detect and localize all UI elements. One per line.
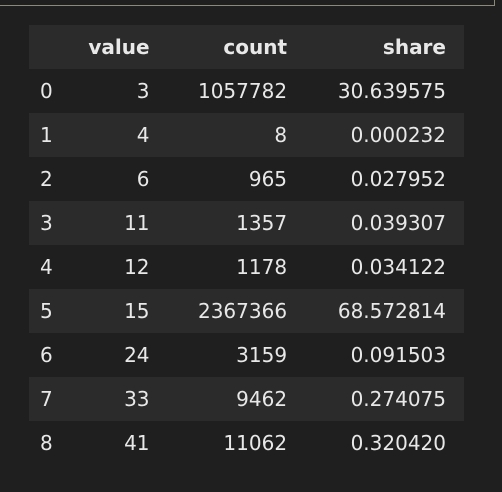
cell-count: 3159	[236, 343, 288, 367]
cell-share: 0.274075	[350, 387, 446, 411]
cell-value: 15	[124, 299, 150, 323]
cell-value: 11	[124, 211, 150, 235]
cell-count: 1178	[236, 255, 288, 279]
index-header	[29, 25, 76, 69]
cell-share: 30.639575	[337, 79, 446, 103]
cell-count: 9462	[236, 387, 288, 411]
cell-value: 33	[124, 387, 150, 411]
previous-cell-border	[0, 0, 495, 6]
cell-share: 0.027952	[350, 167, 446, 191]
column-header-share: share	[382, 35, 446, 59]
table-row: 4 12 1178 0.034122	[29, 245, 464, 289]
cell-count: 1357	[236, 211, 288, 235]
row-index: 0	[40, 79, 53, 103]
table-header-row: value count share	[29, 25, 464, 69]
cell-count: 11062	[223, 431, 288, 455]
cell-count: 1057782	[197, 79, 288, 103]
cell-value: 12	[124, 255, 150, 279]
row-index: 6	[40, 343, 53, 367]
cell-count: 8	[274, 123, 288, 147]
cell-value: 3	[136, 79, 150, 103]
row-index: 1	[40, 123, 53, 147]
cell-count: 2367366	[197, 299, 288, 323]
cell-value: 24	[124, 343, 150, 367]
table-row: 0 3 1057782 30.639575	[29, 69, 464, 113]
column-header-count: count	[223, 35, 288, 59]
cell-count: 965	[248, 167, 288, 191]
cell-value: 4	[136, 123, 150, 147]
cell-share: 0.039307	[350, 211, 446, 235]
table-row: 7 33 9462 0.274075	[29, 377, 464, 421]
cell-value: 41	[124, 431, 150, 455]
table-row: 2 6 965 0.027952	[29, 157, 464, 201]
row-index: 3	[40, 211, 53, 235]
table-row: 5 15 2367366 68.572814	[29, 289, 464, 333]
cell-share: 68.572814	[337, 299, 446, 323]
row-index: 2	[40, 167, 53, 191]
cell-share: 0.091503	[350, 343, 446, 367]
table-row: 1 4 8 0.000232	[29, 113, 464, 157]
cell-share: 0.000232	[350, 123, 446, 147]
row-index: 7	[40, 387, 53, 411]
column-header-value: value	[88, 35, 150, 59]
table-row: 3 11 1357 0.039307	[29, 201, 464, 245]
row-index: 4	[40, 255, 53, 279]
table-row: 8 41 11062 0.320420	[29, 421, 464, 465]
row-index: 5	[40, 299, 53, 323]
row-index: 8	[40, 431, 53, 455]
cell-share: 0.320420	[350, 431, 446, 455]
cell-value: 6	[136, 167, 150, 191]
table-row: 6 24 3159 0.091503	[29, 333, 464, 377]
cell-share: 0.034122	[350, 255, 446, 279]
dataframe-table: value count share 0 3 1057782 30.639575 …	[29, 25, 464, 465]
